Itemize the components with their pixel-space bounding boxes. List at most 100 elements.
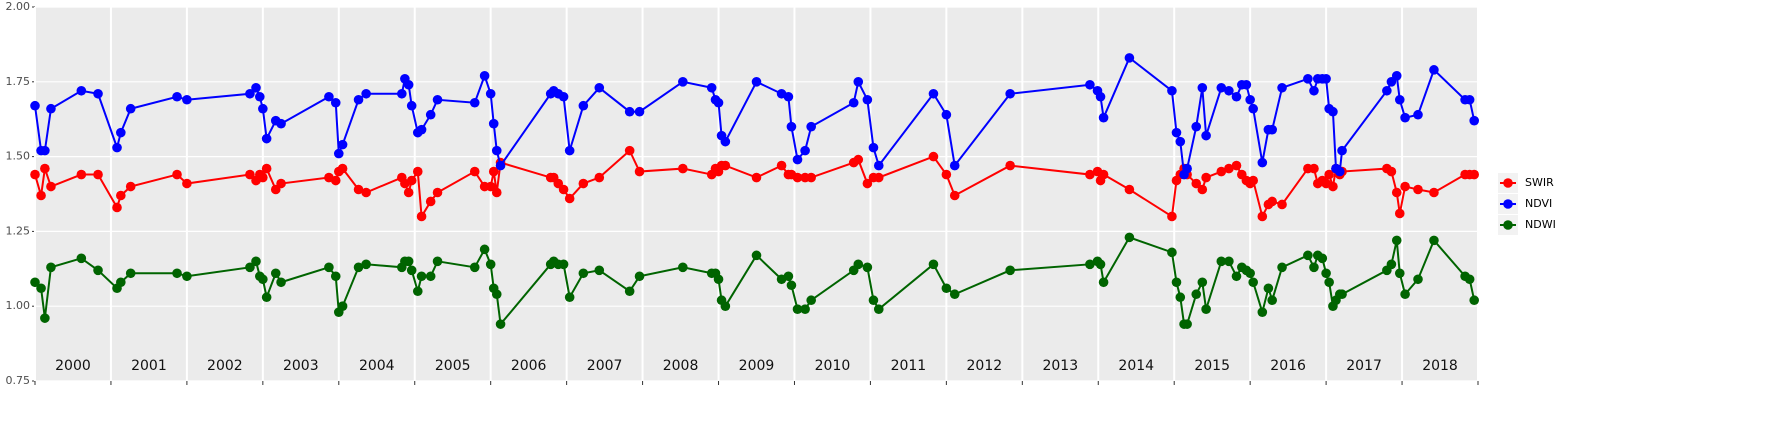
- year-label: 2015: [1194, 358, 1230, 374]
- point: [1216, 256, 1227, 267]
- point: [406, 265, 417, 276]
- point: [928, 151, 939, 162]
- point: [751, 250, 762, 261]
- point: [1248, 103, 1258, 114]
- point: [1277, 262, 1287, 273]
- point: [125, 181, 136, 192]
- point: [862, 94, 873, 105]
- point: [251, 82, 261, 93]
- point: [1391, 235, 1402, 246]
- point: [853, 259, 864, 270]
- point: [46, 262, 56, 273]
- point: [1257, 157, 1268, 168]
- point: [1413, 109, 1423, 120]
- point: [578, 268, 589, 279]
- point: [558, 259, 569, 270]
- point: [1231, 160, 1242, 171]
- point: [276, 277, 286, 288]
- point: [1337, 289, 1347, 300]
- point: [412, 286, 423, 297]
- legend-label: SWIR: [1525, 176, 1554, 189]
- point: [1085, 169, 1095, 180]
- point: [245, 169, 255, 180]
- point: [751, 77, 762, 87]
- year-label: 2002: [207, 358, 243, 374]
- point: [1324, 169, 1334, 180]
- point: [1413, 274, 1423, 285]
- point: [330, 175, 341, 186]
- point: [182, 271, 192, 282]
- point: [488, 166, 499, 177]
- year-label: 2011: [891, 358, 927, 374]
- point: [172, 169, 182, 180]
- point: [634, 166, 645, 177]
- point: [1267, 124, 1277, 135]
- point: [1175, 136, 1186, 147]
- point: [330, 97, 341, 108]
- point: [255, 91, 265, 102]
- point: [485, 88, 496, 99]
- point: [1231, 271, 1242, 282]
- point: [116, 127, 126, 138]
- point: [1391, 187, 1402, 198]
- point: [479, 71, 490, 81]
- point: [792, 304, 803, 314]
- year-label: 2000: [55, 358, 91, 374]
- point: [337, 139, 348, 150]
- point: [1394, 208, 1405, 219]
- point: [594, 82, 605, 93]
- point: [678, 262, 688, 273]
- point: [848, 97, 859, 108]
- point: [469, 262, 480, 273]
- point: [1382, 85, 1392, 96]
- point: [93, 265, 103, 276]
- point: [564, 145, 575, 156]
- point: [949, 190, 960, 201]
- point: [800, 304, 810, 314]
- point: [1328, 106, 1338, 117]
- point: [172, 268, 182, 279]
- point: [245, 262, 255, 273]
- point: [792, 172, 803, 183]
- point: [1386, 166, 1397, 177]
- y-tick-label: 1.75: [6, 75, 31, 88]
- point: [416, 211, 427, 222]
- point: [1391, 71, 1402, 81]
- point: [751, 172, 762, 183]
- year-label: 2007: [587, 358, 623, 374]
- point: [1303, 250, 1313, 261]
- point: [432, 187, 443, 198]
- point: [1257, 307, 1268, 317]
- point: [1429, 65, 1439, 75]
- point: [928, 259, 939, 270]
- point: [495, 319, 506, 329]
- point: [1224, 163, 1234, 174]
- point: [624, 106, 635, 117]
- point: [1309, 262, 1319, 273]
- point: [1321, 268, 1331, 279]
- point: [624, 286, 635, 297]
- point: [30, 169, 40, 180]
- point: [406, 175, 417, 186]
- point: [469, 97, 480, 108]
- point: [1201, 172, 1211, 183]
- point: [1257, 211, 1268, 222]
- point: [1216, 166, 1227, 177]
- point: [403, 187, 414, 198]
- point: [853, 77, 864, 87]
- point: [1303, 74, 1313, 84]
- point: [941, 109, 952, 120]
- point: [941, 283, 952, 294]
- point: [1224, 85, 1234, 96]
- point: [624, 145, 635, 156]
- point: [1469, 295, 1480, 306]
- point: [46, 103, 56, 114]
- point: [1191, 178, 1202, 189]
- point: [93, 169, 103, 180]
- point: [868, 295, 879, 306]
- point: [1248, 175, 1258, 186]
- point: [1231, 91, 1242, 102]
- point: [706, 82, 717, 93]
- point: [720, 160, 731, 171]
- point: [1267, 196, 1277, 207]
